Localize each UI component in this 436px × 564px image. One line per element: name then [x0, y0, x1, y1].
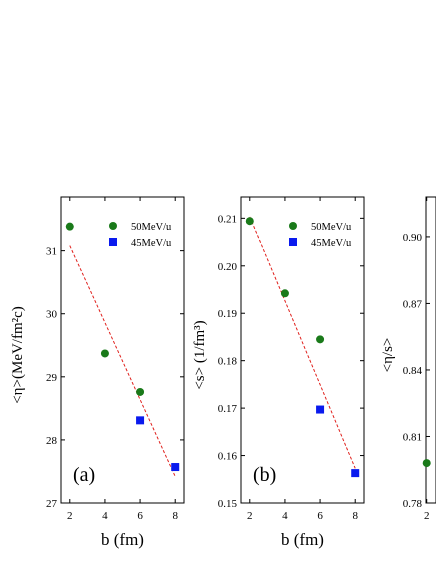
x-tick-label: 2: [424, 510, 430, 522]
data-point-circle: [136, 387, 145, 396]
panel-label: (b): [253, 464, 276, 486]
y-tick-label: 0.18: [218, 356, 238, 368]
x-axis-label: b (fm): [101, 530, 144, 549]
y-tick-label: 0.78: [403, 498, 423, 510]
data-point-square: [351, 469, 360, 478]
data-point-circle: [280, 289, 289, 298]
panel-label: (a): [73, 464, 95, 486]
x-tick-label: 8: [172, 510, 178, 522]
axes-frame: [425, 196, 436, 504]
y-tick-label: 0.16: [218, 451, 238, 463]
data-point-square: [136, 416, 145, 425]
data-point-square: [316, 405, 325, 414]
x-axis-label: b (fm): [281, 530, 324, 549]
x-tick-label: 2: [67, 510, 73, 522]
y-tick-label: 27: [46, 498, 58, 510]
legend-marker-45: [289, 238, 297, 246]
axes-frame: [60, 196, 185, 504]
legend-label-50: 50MeV/u: [131, 222, 172, 233]
x-tick-label: 8: [352, 510, 358, 522]
data-point-circle: [422, 459, 431, 468]
fit-line: [249, 216, 356, 469]
panel-3: 0.78 0.81 0.84 0.87 0.90 2 <η/s>: [380, 196, 436, 522]
y-tick-label: 0.90: [403, 232, 423, 244]
x-tick-label: 6: [137, 510, 143, 522]
y-tick-label: 0.21: [218, 213, 237, 225]
legend-label-50: 50MeV/u: [311, 222, 352, 233]
y-tick-label: 29: [46, 372, 58, 384]
x-tick-label: 4: [282, 510, 288, 522]
legend-label-45: 45MeV/u: [131, 238, 172, 249]
panel-2: 0.15 0.16 0.17 0.18 0.19 0.20 0.21 2 4 6 8 b (fm) <s…: [192, 196, 365, 549]
y-tick-label: 28: [46, 435, 58, 447]
y-tick-label: 0.87: [403, 298, 423, 310]
legend-marker-45: [109, 238, 117, 246]
fit-line: [69, 245, 176, 477]
y-tick-label: 0.15: [218, 498, 238, 510]
data-point-circle: [316, 335, 325, 344]
data-point-circle: [100, 349, 109, 358]
y-axis-label: <η>(MeV/fm²c): [10, 306, 26, 404]
y-tick-label: 30: [46, 309, 58, 321]
axes-frame: [240, 196, 365, 504]
y-axis-label: <s> (1/fm³): [192, 320, 208, 389]
y-tick-label: 0.84: [403, 365, 423, 377]
y-tick-label: 0.81: [403, 431, 422, 443]
panel-1: 27 28 29 30 31 2 4 6 8 b (fm) <η>(MeV/fm²c) 50MeV/u…: [10, 196, 185, 549]
x-tick-label: 2: [247, 510, 253, 522]
legend-marker-50: [289, 222, 297, 230]
legend-label-45: 45MeV/u: [311, 238, 352, 249]
y-tick-label: 0.19: [218, 308, 238, 320]
y-tick-label: 31: [46, 246, 57, 258]
data-point-circle: [65, 222, 74, 231]
x-tick-label: 6: [317, 510, 323, 522]
legend-marker-50: [109, 222, 117, 230]
x-tick-label: 4: [102, 510, 108, 522]
y-tick-label: 0.20: [218, 261, 238, 273]
data-point-circle: [245, 217, 254, 226]
y-tick-label: 0.17: [218, 403, 238, 415]
data-point-square: [171, 463, 180, 472]
y-axis-label: <η/s>: [380, 338, 396, 373]
